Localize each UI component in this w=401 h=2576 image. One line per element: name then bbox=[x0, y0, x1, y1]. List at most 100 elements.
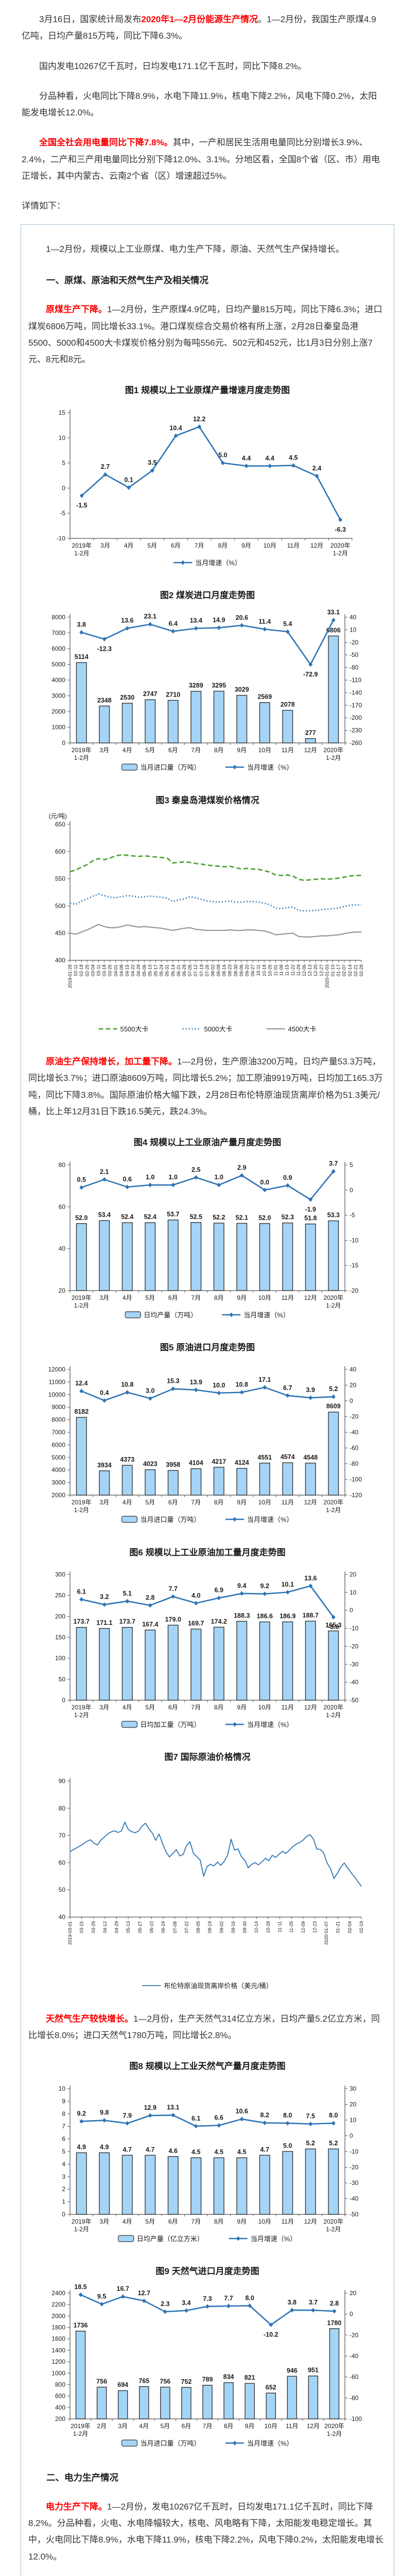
svg-text:15: 15 bbox=[59, 409, 66, 416]
svg-text:13.1: 13.1 bbox=[167, 2104, 179, 2111]
svg-text:12.2: 12.2 bbox=[193, 415, 205, 422]
svg-text:05-27: 05-27 bbox=[137, 1921, 143, 1933]
svg-text:7000: 7000 bbox=[51, 630, 65, 637]
svg-text:10: 10 bbox=[59, 2085, 66, 2092]
svg-text:11月: 11月 bbox=[282, 1294, 294, 1301]
intro-p1-text-a: 3月16日，国家统计局发布 bbox=[39, 14, 142, 24]
svg-text:1.0: 1.0 bbox=[215, 1174, 223, 1181]
svg-text:4.5: 4.5 bbox=[215, 2148, 223, 2156]
svg-text:20.6: 20.6 bbox=[236, 614, 248, 621]
svg-text:04-15: 04-15 bbox=[125, 964, 130, 976]
svg-text:当月进口量（万吨）: 当月进口量（万吨） bbox=[140, 764, 200, 771]
svg-text:0: 0 bbox=[62, 2211, 65, 2218]
svg-text:12月: 12月 bbox=[304, 2218, 317, 2225]
svg-text:05-17: 05-17 bbox=[153, 964, 158, 976]
svg-text:500: 500 bbox=[55, 902, 65, 909]
svg-text:50: 50 bbox=[59, 1887, 66, 1894]
svg-text:171.1: 171.1 bbox=[96, 1619, 112, 1626]
svg-text:2000: 2000 bbox=[51, 2313, 65, 2320]
svg-text:07-08: 07-08 bbox=[172, 1921, 178, 1933]
svg-text:8月: 8月 bbox=[214, 2218, 224, 2225]
svg-text:07-26: 07-26 bbox=[204, 964, 210, 976]
svg-text:8月: 8月 bbox=[214, 1499, 224, 1506]
svg-text:-10.2: -10.2 bbox=[264, 2331, 278, 2338]
svg-text:3.8: 3.8 bbox=[288, 2299, 297, 2306]
svg-text:0: 0 bbox=[350, 2132, 353, 2139]
svg-text:2020年: 2020年 bbox=[324, 2422, 344, 2430]
svg-text:694: 694 bbox=[117, 2381, 128, 2388]
svg-text:03-18: 03-18 bbox=[102, 964, 107, 976]
svg-text:10月: 10月 bbox=[258, 1294, 271, 1301]
svg-text:53.3: 53.3 bbox=[327, 1211, 340, 1218]
svg-text:6月: 6月 bbox=[168, 1704, 178, 1711]
svg-text:752: 752 bbox=[181, 2378, 191, 2385]
intro-paragraph-3: 分品种看，火电同比下降8.9%，水电下降11.9%，核电下降2.2%，风电下降0… bbox=[22, 91, 377, 118]
svg-text:13.9: 13.9 bbox=[190, 1379, 202, 1386]
svg-text:4.5: 4.5 bbox=[237, 2148, 246, 2156]
svg-text:-3.8: -3.8 bbox=[328, 1623, 339, 1631]
svg-text:6000: 6000 bbox=[51, 1442, 65, 1449]
svg-text:06-28: 06-28 bbox=[182, 964, 187, 976]
svg-text:80: 80 bbox=[59, 1805, 66, 1812]
svg-text:04-29: 04-29 bbox=[136, 964, 141, 976]
svg-text:1-2月: 1-2月 bbox=[74, 2226, 89, 2233]
svg-text:05-24: 05-24 bbox=[159, 964, 164, 976]
svg-text:-12.3: -12.3 bbox=[97, 646, 112, 653]
svg-text:2.8: 2.8 bbox=[330, 2300, 339, 2307]
svg-text:165.3: 165.3 bbox=[325, 1621, 341, 1629]
svg-text:2019年: 2019年 bbox=[72, 747, 92, 754]
svg-text:2019年: 2019年 bbox=[72, 1294, 92, 1301]
svg-text:11000: 11000 bbox=[49, 1379, 66, 1386]
oil-paragraph: 原油生产保持增长，加工量下降。1—2月份，生产原油3200万吨，日均产量53.3… bbox=[28, 1054, 387, 1120]
svg-text:188.3: 188.3 bbox=[234, 1612, 250, 1619]
figure-3-chart: 650 600 550 500 450 400 (元/吨) 2019-01-28 02-11 02… bbox=[28, 810, 387, 1042]
svg-text:52.3: 52.3 bbox=[282, 1213, 294, 1221]
figure-6-chart: 300 250 200 150 100 50 0 20 10 0 -10 -20 -30 -40 -50 20… bbox=[28, 1562, 387, 1738]
svg-text:1-2月: 1-2月 bbox=[74, 1711, 89, 1719]
svg-text:52.4: 52.4 bbox=[121, 1213, 133, 1221]
svg-text:-40: -40 bbox=[350, 1429, 359, 1436]
svg-text:-10: -10 bbox=[350, 1624, 359, 1632]
svg-text:10-25: 10-25 bbox=[267, 964, 272, 976]
svg-text:11-22: 11-22 bbox=[290, 964, 295, 976]
svg-text:52.5: 52.5 bbox=[190, 1213, 202, 1221]
svg-text:756: 756 bbox=[96, 2378, 107, 2385]
svg-text:09-16: 09-16 bbox=[231, 1921, 236, 1933]
svg-text:12月: 12月 bbox=[304, 1294, 317, 1301]
svg-text:173.7: 173.7 bbox=[119, 1618, 135, 1625]
svg-text:当月增速（%）: 当月增速（%） bbox=[251, 2235, 297, 2243]
svg-text:2020年: 2020年 bbox=[323, 747, 343, 754]
svg-text:08-30: 08-30 bbox=[233, 964, 238, 976]
svg-text:8: 8 bbox=[62, 2110, 65, 2117]
svg-text:8月: 8月 bbox=[214, 1704, 224, 1711]
svg-text:08-16: 08-16 bbox=[222, 964, 227, 976]
svg-text:3000: 3000 bbox=[51, 1479, 65, 1486]
article-body: 3月16日，国家统计局发布2020年1—2月份能源生产情况。1—2月份，我国生产… bbox=[0, 0, 401, 223]
svg-text:23.1: 23.1 bbox=[144, 613, 156, 620]
svg-text:-5: -5 bbox=[350, 1211, 355, 1218]
svg-text:2.8: 2.8 bbox=[146, 1594, 154, 1601]
svg-text:08-23: 08-23 bbox=[228, 964, 233, 976]
svg-text:10月: 10月 bbox=[258, 1704, 271, 1711]
svg-text:3月: 3月 bbox=[100, 542, 110, 549]
svg-text:08-02: 08-02 bbox=[210, 964, 215, 976]
svg-text:-50: -50 bbox=[350, 2211, 359, 2218]
svg-text:100: 100 bbox=[55, 1655, 65, 1662]
svg-text:5.0: 5.0 bbox=[283, 2142, 292, 2149]
svg-text:12-09: 12-09 bbox=[301, 1921, 306, 1933]
svg-text:01-17: 01-17 bbox=[336, 964, 341, 976]
figure-5: 图5 原油进口月度走势图 12000 11000 10000 9000 8000 7000… bbox=[28, 1340, 387, 1533]
svg-text:1-2月: 1-2月 bbox=[327, 2430, 342, 2437]
figure-9-title: 图9 天然气进口月度走势图 bbox=[155, 2266, 259, 2276]
svg-text:11-01: 11-01 bbox=[273, 964, 278, 976]
svg-text:6月: 6月 bbox=[168, 2218, 178, 2225]
svg-text:600: 600 bbox=[55, 2393, 65, 2400]
svg-text:2.7: 2.7 bbox=[101, 463, 110, 470]
svg-text:6月: 6月 bbox=[168, 1499, 178, 1506]
svg-text:-72.9: -72.9 bbox=[303, 671, 318, 678]
svg-text:2019年: 2019年 bbox=[72, 542, 92, 549]
svg-text:1600: 1600 bbox=[51, 2335, 65, 2343]
svg-text:当月增速（%）: 当月增速（%） bbox=[247, 764, 293, 771]
svg-text:5月: 5月 bbox=[145, 2218, 155, 2225]
svg-text:当月增速（%）: 当月增速（%） bbox=[243, 1311, 290, 1319]
